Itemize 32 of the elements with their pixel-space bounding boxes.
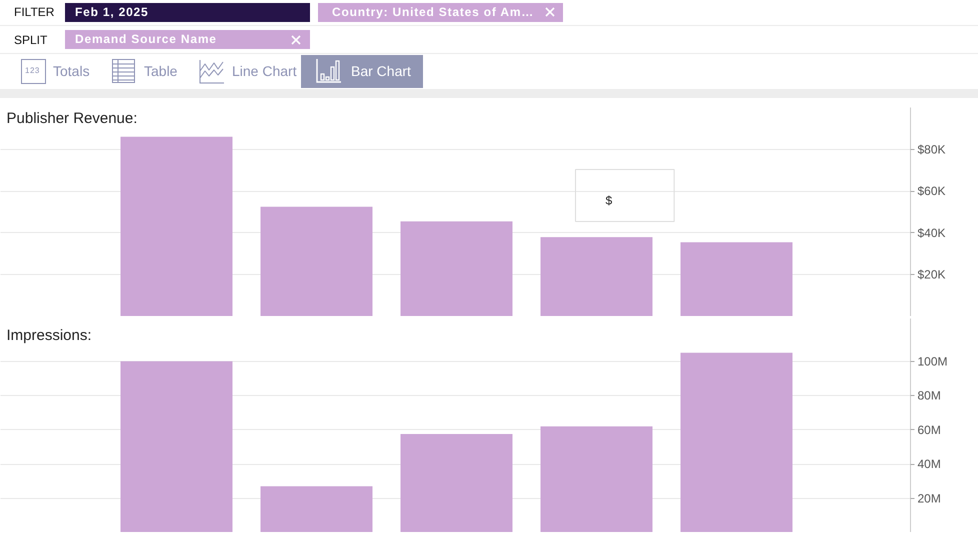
text: Bar Chart <box>351 63 411 79</box>
y-tick-label: $80K <box>918 142 946 156</box>
bar <box>260 486 372 532</box>
text: FILTER <box>14 5 54 19</box>
bar <box>260 206 372 316</box>
bar <box>540 426 652 532</box>
y-tick-label: 40M <box>918 457 941 472</box>
y-tick-label: 60M <box>918 422 941 437</box>
y-tick-label: 20M <box>918 491 941 506</box>
text: Table <box>144 63 178 79</box>
y-tick-label: 80M <box>918 388 941 403</box>
text: Demand Source Name <box>75 32 217 46</box>
text: Feb 1, 2025 <box>75 5 149 19</box>
bar <box>680 352 792 532</box>
bar <box>540 237 652 316</box>
chart-title: Publisher Revenue: <box>6 110 138 127</box>
annotation: $ <box>606 194 612 208</box>
bar <box>120 361 232 532</box>
bar <box>400 434 512 532</box>
y-tick-label: 100M <box>918 354 948 368</box>
text: Impressions: <box>6 327 92 344</box>
text: 123 <box>25 66 40 76</box>
y-tick-label: $60K <box>918 184 946 198</box>
bar <box>680 242 792 316</box>
y-tick-label: $20K <box>918 268 946 282</box>
text: Country: United States of Am… <box>332 5 534 19</box>
text: Totals <box>53 63 90 79</box>
text: Line Chart <box>232 63 297 79</box>
bar <box>400 221 512 316</box>
y-tick-label: $40K <box>918 226 946 240</box>
bar <box>120 136 232 316</box>
text: SPLIT <box>14 33 48 47</box>
